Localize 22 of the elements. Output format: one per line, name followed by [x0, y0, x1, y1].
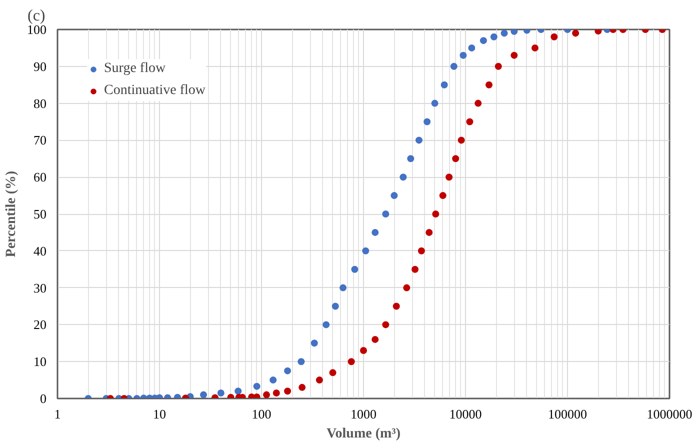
x-tick-label: 10000: [449, 406, 482, 422]
y-tick-label: 0: [40, 391, 46, 406]
y-tick-label: 70: [34, 132, 46, 148]
y-tick-label: 20: [34, 317, 46, 332]
x-tick-label: 100000: [548, 406, 587, 422]
x-axis-title: Volume (m³): [326, 426, 401, 442]
x-tick-label: 10: [153, 406, 166, 422]
y-tick-label: 40: [34, 243, 46, 258]
x-tick-label: 1000: [350, 406, 376, 422]
y-tick-label: 90: [34, 58, 46, 74]
y-tick-label: 10: [34, 354, 46, 370]
y-tick-label: 60: [34, 170, 46, 185]
y-tick-label: 30: [34, 280, 46, 296]
chart-title: (c): [28, 8, 46, 24]
legend-label: Surge flow: [104, 61, 166, 77]
legend-label: Continuative flow: [104, 83, 206, 99]
y-axis-title: Percentile (%): [4, 170, 19, 258]
x-tick-label: 1000000: [646, 406, 692, 422]
x-tick-label: 1: [54, 406, 61, 422]
x-tick-label: 100: [252, 406, 272, 422]
y-tick-label: 80: [34, 96, 46, 111]
y-tick-label: 50: [34, 206, 46, 222]
